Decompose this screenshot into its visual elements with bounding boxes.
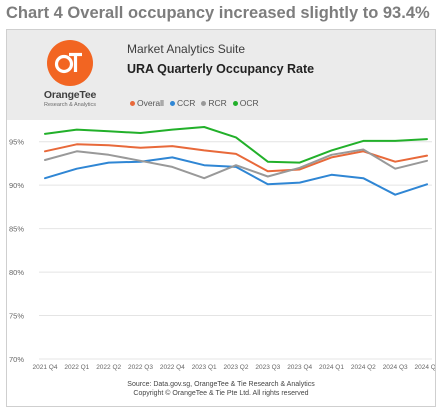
- series-line-overall: [44, 143, 428, 173]
- legend-item-rcr: RCR: [201, 98, 227, 108]
- x-tick-label: 2021 Q4: [33, 364, 58, 371]
- x-tick-label: 2022 Q4: [160, 364, 185, 371]
- copyright-line: Copyright © OrangeTee & Tie Pte Ltd. All…: [133, 390, 309, 397]
- logo-tagline: Research & Analytics: [44, 102, 96, 108]
- x-tick-label: 2023 Q2: [224, 364, 249, 371]
- legend-marker-rcr: [201, 100, 207, 106]
- chart-legend: Overall CCR RCR OCR: [130, 98, 259, 108]
- logo-name: OrangeTee: [43, 89, 97, 101]
- x-tick-label: 2023 Q4: [287, 364, 312, 371]
- logo-mark-icon: [54, 52, 82, 74]
- x-tick-label: 2023 Q1: [192, 364, 217, 371]
- legend-marker-ccr: [169, 100, 175, 106]
- legend-item-overall: Overall: [130, 98, 164, 108]
- source-line: Source: Data.gov.sg, OrangeTee & Tie Res…: [127, 381, 315, 388]
- series-line-ccr: [44, 156, 428, 196]
- x-tick-label: 2024 Q1: [319, 364, 344, 371]
- chart-title: URA Quarterly Occupancy Rate: [127, 62, 315, 76]
- x-tick-label: 2023 Q3: [255, 364, 280, 371]
- x-tick-label: 2024 Q2: [351, 364, 376, 371]
- suite-label: Market Analytics Suite: [127, 42, 246, 56]
- legend-label-ccr: CCR: [176, 98, 196, 108]
- y-tick-label: 80%: [9, 268, 24, 277]
- series-line-ocr: [44, 126, 428, 164]
- chart-source: Source: Data.gov.sg, OrangeTee & Tie Res…: [7, 380, 435, 398]
- y-tick-label: 75%: [9, 312, 24, 321]
- legend-item-ccr: CCR: [169, 98, 196, 108]
- x-tick-label: 2022 Q2: [96, 364, 121, 371]
- chart-card: OrangeTee Research & Analytics Market An…: [6, 29, 436, 407]
- series-line-rcr: [44, 148, 428, 180]
- y-tick-label: 85%: [9, 225, 24, 234]
- legend-item-ocr: OCR: [232, 98, 259, 108]
- chart-heading: Chart 4 Overall occupancy increased slig…: [6, 4, 430, 22]
- legend-label-overall: Overall: [137, 98, 164, 108]
- legend-marker-ocr: [232, 100, 238, 106]
- line-chart: 70% 75% 80% 85% 90% 95% 2021 Q4 2022 Q1 2022 Q2 2…: [9, 126, 436, 371]
- x-tick-label: 2022 Q1: [64, 364, 89, 371]
- legend-marker-overall: [130, 100, 135, 106]
- y-tick-label: 90%: [9, 181, 24, 190]
- x-tick-label: 2024 Q3: [383, 364, 408, 371]
- y-tick-label: 95%: [9, 138, 24, 147]
- x-tick-label: 2022 Q3: [128, 364, 153, 371]
- y-tick-label: 70%: [9, 355, 24, 364]
- orangetee-logo: [47, 40, 93, 86]
- x-tick-label: 2024 Q4: [415, 364, 436, 371]
- legend-label-rcr: RCR: [208, 98, 227, 108]
- legend-label-ocr: OCR: [239, 98, 259, 108]
